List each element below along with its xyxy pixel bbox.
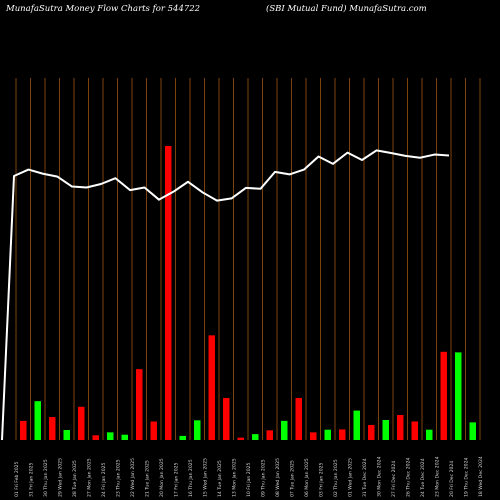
money-flow-bar (339, 429, 346, 440)
money-flow-bars (20, 146, 476, 440)
x-tick-label: 31 Fri Jan 2025 (29, 462, 35, 497)
x-tick-label: 10 Fri Jan 2025 (246, 462, 252, 497)
money-flow-bar (121, 434, 128, 440)
x-tick-label: 15 Wed Jan 2025 (203, 458, 209, 497)
x-tick-label: 07 Tue Jan 2025 (290, 460, 296, 497)
chart-header: MunafaSutra Money Flow Charts for 544722… (0, 4, 500, 18)
x-tick-label: 23 Mon Dec 2024 (435, 456, 441, 497)
money-flow-bar (368, 425, 375, 440)
money-flow-bar (49, 417, 56, 440)
x-tick-label: 20 Mon Jan 2025 (159, 458, 165, 497)
x-tick-label: 08 Wed Jan 2025 (275, 458, 281, 497)
money-flow-bar (310, 432, 317, 440)
x-tick-label: 29 Wed Jan 2025 (58, 458, 64, 497)
money-flow-bar (324, 429, 331, 440)
money-flow-bar (208, 335, 215, 440)
money-flow-bar (455, 352, 462, 440)
money-flow-bar (237, 437, 244, 440)
x-tick-label: 01 Wed Jan 2025 (348, 458, 354, 497)
money-flow-bar (150, 421, 157, 440)
x-tick-label: 01 Fri Feb 2025 (14, 461, 20, 497)
money-flow-bar (295, 397, 302, 440)
x-tick-label: 24 Fri Jan 2025 (101, 462, 107, 497)
money-flow-bar (252, 434, 259, 440)
chart-title-left: MunafaSutra Money Flow Charts for 544722 (6, 4, 201, 14)
money-flow-bar (63, 430, 70, 440)
money-flow-bar (440, 351, 447, 440)
x-tick-label: 13 Mon Jan 2025 (232, 458, 238, 497)
x-tick-label: 02 Thu Jan 2025 (333, 459, 339, 497)
money-flow-bar (136, 369, 143, 440)
money-flow-bar (411, 421, 418, 440)
x-tick-label: 30 Thu Jan 2025 (43, 459, 49, 497)
x-tick-label: 23 Thu Jan 2025 (116, 459, 122, 497)
x-tick-label: 17 Fri Jan 2025 (174, 462, 180, 497)
money-flow-bar (281, 420, 288, 440)
money-flow-bar (194, 420, 201, 440)
money-flow-bar (426, 429, 433, 440)
x-tick-label: 16 Thu Jan 2025 (188, 459, 194, 497)
x-tick-label: 28 Tue Jan 2025 (72, 460, 78, 497)
money-flow-bar (382, 420, 389, 440)
money-flow-bar (266, 430, 273, 440)
x-tick-labels: 01 Fri Feb 2025 31 Fri Jan 2025 30 Thu Jan… (14, 456, 484, 497)
x-tick-label: 26 Thu Dec 2024 (406, 457, 412, 497)
money-flow-bar (223, 397, 230, 440)
x-tick-label: 27 Fri Dec 2024 (391, 461, 397, 497)
money-flow-bar (78, 406, 85, 440)
x-tick-label: 14 Tue Jan 2025 (217, 460, 223, 497)
chart-title-right: (SBI Mutual Fund) MunafaSutra.com (266, 4, 427, 14)
x-tick-label: 09 Thu Jan 2025 (261, 459, 267, 497)
x-tick-label: 19 Thu Dec 2024 (464, 457, 470, 497)
price-line-layer (1, 149, 450, 441)
money-flow-bar (353, 410, 360, 440)
money-flow-bar (179, 435, 186, 440)
money-flow-bar (107, 432, 114, 440)
x-tick-label: 06 Mon Jan 2025 (304, 458, 310, 497)
money-flow-bar (20, 420, 27, 440)
money-flow-bar (469, 422, 476, 440)
x-tick-label: 21 Tue Jan 2025 (145, 460, 151, 497)
money-flow-bar (92, 435, 99, 440)
x-tick-label: 18 Wed Dec 2024 (478, 456, 484, 497)
money-flow-bar (34, 401, 41, 440)
x-tick-label: 03 Fri Jan 2025 (319, 462, 325, 497)
money-flow-bar (397, 415, 404, 440)
x-tick-label: 24 Tue Dec 2024 (420, 458, 426, 497)
x-tick-label: 22 Wed Jan 2025 (130, 458, 136, 497)
price-line (1, 149, 450, 441)
x-tick-label: 27 Mon Jan 2025 (87, 458, 93, 497)
x-tick-label: 31 Tue Dec 2024 (362, 458, 368, 497)
x-tick-label: 30 Mon Dec 2024 (377, 456, 383, 497)
money-flow-bar (165, 146, 172, 440)
x-tick-label: 20 Fri Dec 2024 (449, 461, 455, 497)
grid-lines (15, 78, 481, 440)
